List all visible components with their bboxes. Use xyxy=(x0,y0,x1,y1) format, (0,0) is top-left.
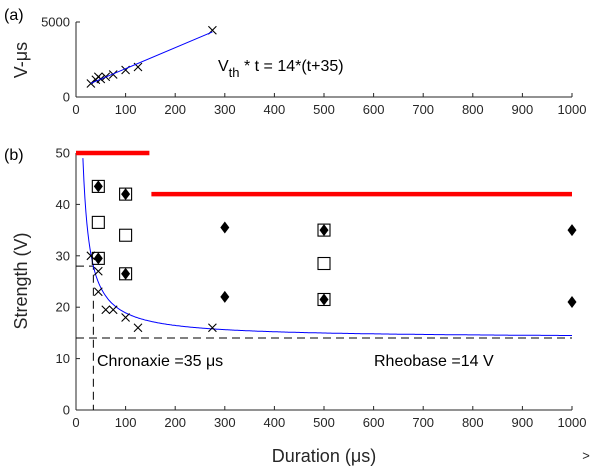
square-marker-point xyxy=(119,228,133,242)
equation-annotation: Vth * t = 14*(t+35) xyxy=(218,58,344,80)
x-tick-label: 600 xyxy=(363,102,385,117)
y-tick-label: 20 xyxy=(56,300,70,315)
x-tick-label: 0 xyxy=(72,415,79,430)
panel-b: (b)Strength (V)Duration (μs) >0 100 200 300 4… xyxy=(4,146,590,467)
x-tick-label: 300 xyxy=(214,102,236,117)
diamond-marker-point xyxy=(319,224,329,237)
x-tick-label: 800 xyxy=(462,415,484,430)
x-tick-label: 800 xyxy=(462,102,484,117)
x-tick-label: 500 xyxy=(313,415,335,430)
y-tick-label: 40 xyxy=(56,197,70,212)
x-tick-label: 700 xyxy=(412,102,434,117)
diamond-marker-point xyxy=(567,224,577,237)
x-marker-point xyxy=(86,251,96,261)
diamond-marker-point xyxy=(220,221,230,234)
x-tick-label: 900 xyxy=(512,415,534,430)
x-tick-label: 0 xyxy=(72,102,79,117)
diamond-marker-point xyxy=(220,290,230,303)
x-tick-label: 600 xyxy=(363,415,385,430)
x-tick-label: 700 xyxy=(412,415,434,430)
y-tick-label: 10 xyxy=(56,351,70,366)
x-tick-label: 100 xyxy=(115,415,137,430)
diamond-marker-point xyxy=(93,180,103,193)
x-tick-label: 1000 xyxy=(558,102,587,117)
x-tick-label: 1000 xyxy=(558,415,587,430)
x-marker-point xyxy=(208,323,217,333)
y-tick-label: 0 xyxy=(63,90,70,105)
x-tick-label: 100 xyxy=(115,102,137,117)
diamond-marker-point xyxy=(93,252,103,265)
equation-rest: * t = 14*(t+35) xyxy=(240,58,344,75)
x-marker-point xyxy=(101,305,111,315)
x-tick-label: 900 xyxy=(512,102,534,117)
y-axis-label-b: Strength (V) xyxy=(11,232,31,329)
x-tick-label: 400 xyxy=(264,102,286,117)
x-axis-label-b: Duration (μs) xyxy=(272,446,376,466)
x-marker-point xyxy=(108,305,118,315)
y-tick-label: 50 xyxy=(56,146,70,161)
x-marker-point xyxy=(93,266,103,276)
x-tick-label: 200 xyxy=(164,415,186,430)
x-marker-point xyxy=(93,287,103,297)
panel-a: (a) V-μs 0 100 200 300 400 500 600 700 800 900 1000 0… xyxy=(4,7,586,117)
x-marker-point xyxy=(108,70,118,79)
panel-label-a: (a) xyxy=(4,7,24,24)
square-marker-point xyxy=(317,256,331,271)
y-tick-label: 5000 xyxy=(41,15,70,30)
panel-label-b: (b) xyxy=(4,147,24,164)
x-marker-point xyxy=(121,313,130,322)
square-marker-point xyxy=(91,215,105,229)
fit-line xyxy=(90,31,213,84)
x-tick-label: 500 xyxy=(313,102,335,117)
diamond-marker-point xyxy=(567,296,577,309)
y-axis-label-a: V-μs xyxy=(11,42,31,78)
diamond-marker-point xyxy=(121,188,131,201)
chronaxie-label: Chronaxie =35 μs xyxy=(97,353,223,370)
strength-duration-curve xyxy=(82,158,572,336)
x-tick-label: 400 xyxy=(264,415,286,430)
diamond-marker-point xyxy=(319,293,329,306)
rheobase-label: Rheobase =14 V xyxy=(374,353,494,370)
equation-main: V xyxy=(218,58,229,75)
x-marker-point xyxy=(86,79,96,88)
x-tick-label: 200 xyxy=(164,102,186,117)
y-tick-label: 0 xyxy=(63,403,70,418)
equation-subscript: th xyxy=(229,65,240,80)
x-marker-point xyxy=(133,323,143,333)
diamond-marker-point xyxy=(121,267,131,280)
x-tick-label: 300 xyxy=(214,415,236,430)
corner-mark: > xyxy=(582,448,590,463)
y-tick-label: 30 xyxy=(56,248,70,263)
